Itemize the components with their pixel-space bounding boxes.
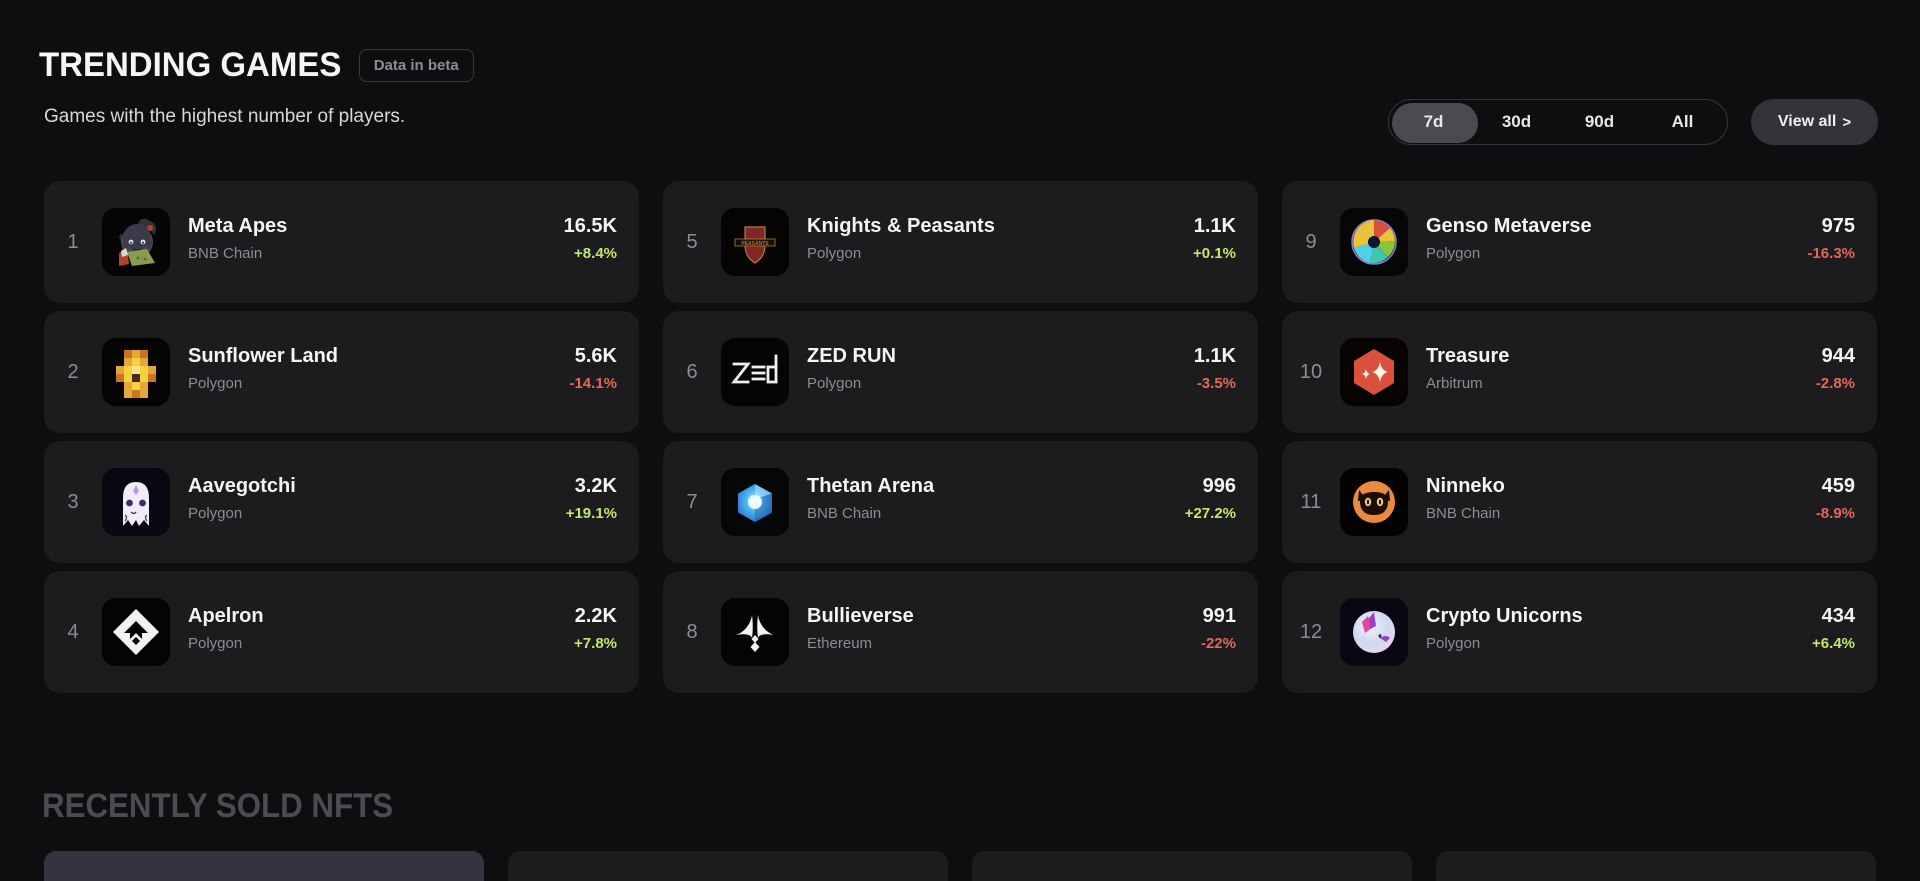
svg-text:PEASANTS: PEASANTS bbox=[741, 241, 769, 247]
